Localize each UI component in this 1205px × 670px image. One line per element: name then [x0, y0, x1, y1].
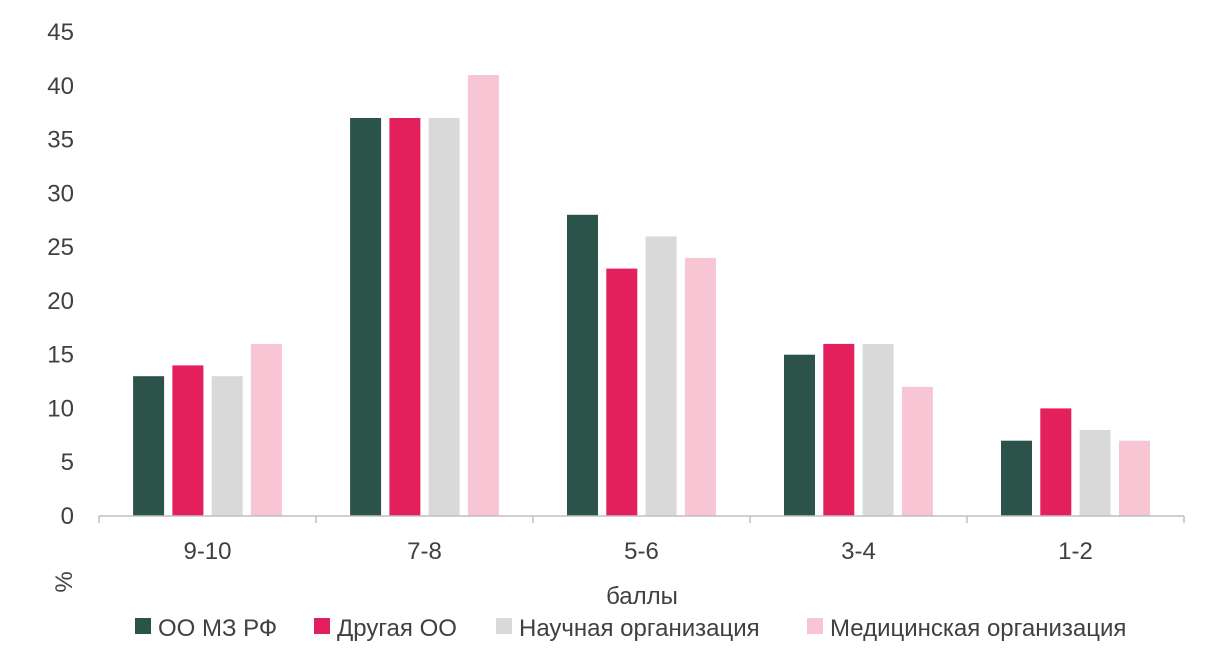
legend: ОО МЗ РФ Другая ОО Научная организация Меди…	[135, 615, 1126, 642]
y-tick-label: 10	[47, 395, 74, 422]
bar-7-8-series-3	[428, 118, 460, 516]
bar-7-8-series-1	[350, 118, 382, 516]
bar-3-4-series-2	[823, 343, 855, 516]
x-axis-title: баллы	[606, 583, 678, 610]
bar-5-6-series-3	[645, 236, 677, 516]
bar-1-2-series-1	[1001, 440, 1032, 516]
x-tick-label: 7-8	[407, 538, 442, 565]
x-tick-label: 1-2	[1058, 538, 1093, 565]
bar-9-10-series-4	[250, 343, 282, 516]
x-axis-ticks: 9-10 7-8 5-6 3-4 1-2	[183, 538, 1092, 565]
y-tick-label: 40	[47, 73, 74, 100]
x-axis-tick-marks	[98, 516, 1185, 523]
bar-5-6-series-4	[684, 257, 716, 516]
bars	[133, 75, 1150, 517]
legend-label: Медицинская организация	[830, 615, 1126, 642]
bar-7-8-series-2	[389, 118, 421, 516]
y-tick-label: 25	[47, 234, 74, 261]
bar-5-6-series-1	[567, 214, 598, 517]
y-tick-label: 15	[47, 342, 74, 369]
y-tick-label: 5	[61, 449, 74, 476]
bar-3-4-series-3	[862, 343, 894, 516]
legend-swatch	[496, 618, 512, 634]
y-tick-label: 35	[47, 127, 74, 154]
bar-7-8-series-4	[467, 75, 499, 516]
x-tick-label: 5-6	[624, 538, 659, 565]
bar-3-4-series-1	[784, 354, 815, 516]
legend-label: Другая ОО	[337, 615, 457, 642]
bar-1-2-series-4	[1119, 440, 1150, 516]
legend-swatch	[807, 618, 823, 634]
bar-5-6-series-2	[606, 268, 638, 516]
legend-label: Научная организация	[519, 615, 760, 642]
y-axis-title: %	[51, 571, 78, 592]
bar-1-2-series-3	[1079, 430, 1111, 516]
bar-1-2-series-2	[1040, 408, 1072, 516]
y-tick-label: 30	[47, 180, 74, 207]
legend-swatch	[135, 618, 151, 634]
legend-label: ОО МЗ РФ	[158, 615, 277, 642]
y-axis-ticks: 0 5 10 15 20 25 30 35 40 45	[47, 19, 74, 530]
legend-swatch	[314, 618, 330, 634]
bar-3-4-series-4	[901, 386, 933, 516]
x-tick-label: 9-10	[183, 538, 231, 565]
bar-9-10-series-1	[133, 376, 165, 516]
bar-9-10-series-3	[211, 376, 243, 516]
y-tick-label: 0	[61, 503, 74, 530]
x-tick-label: 3-4	[841, 538, 876, 565]
y-tick-label: 20	[47, 288, 74, 315]
bar-9-10-series-2	[172, 365, 204, 516]
y-tick-label: 45	[47, 19, 74, 46]
